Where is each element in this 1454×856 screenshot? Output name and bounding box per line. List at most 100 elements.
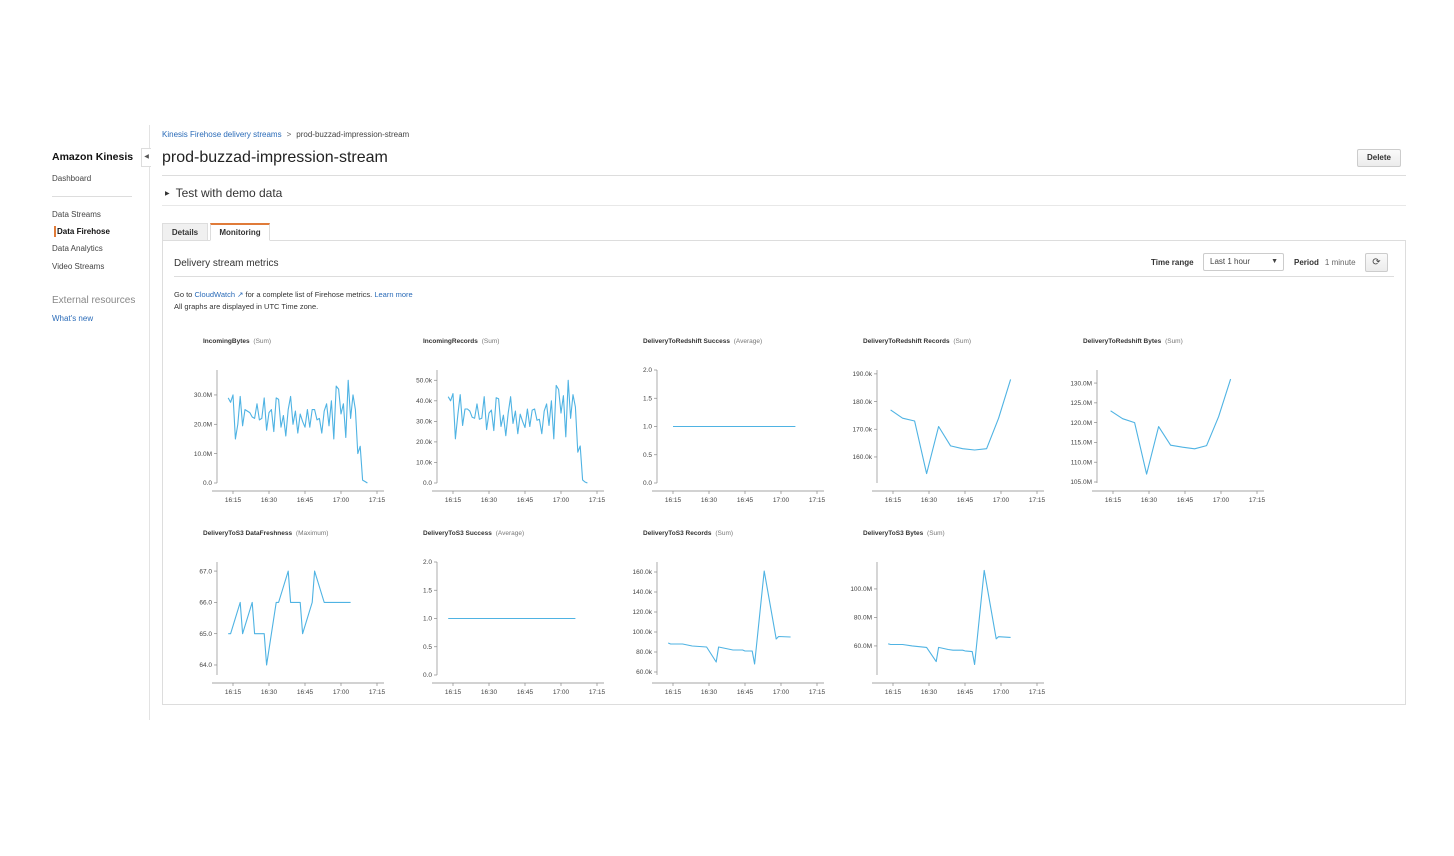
y-tick-label: 0.0 — [423, 480, 432, 487]
y-tick-label: 80.0M — [854, 615, 872, 622]
sidebar-item-video-streams[interactable]: Video Streams — [52, 262, 105, 271]
caret-right-icon: ▶ — [165, 191, 170, 197]
y-tick-label: 100.0M — [850, 586, 872, 593]
y-tick-label: 1.5 — [643, 395, 652, 402]
x-tick-label: 17:00 — [773, 689, 790, 696]
x-tick-label: 16:45 — [297, 689, 314, 696]
time-range-select[interactable]: Last 1 hour ▼ — [1203, 253, 1284, 271]
x-tick-label: 16:15 — [665, 497, 682, 504]
x-tick-label: 16:15 — [445, 497, 462, 504]
x-tick-label: 16:45 — [957, 689, 974, 696]
refresh-icon: ⟳ — [1372, 257, 1381, 268]
x-tick-label: 17:00 — [1213, 497, 1230, 504]
y-tick-label: 10.0M — [194, 451, 212, 458]
chart-stat: (Average) — [494, 530, 524, 537]
utc-note: All graphs are displayed in UTC Time zon… — [174, 302, 319, 311]
period-value: 1 minute — [1324, 258, 1356, 267]
learn-more-link[interactable]: Learn more — [374, 290, 413, 299]
y-tick-label: 180.0k — [852, 399, 872, 406]
x-tick-label: 16:30 — [921, 497, 938, 504]
x-tick-label: 17:00 — [773, 497, 790, 504]
x-tick-label: 16:30 — [1141, 497, 1158, 504]
x-tick-label: 16:15 — [885, 689, 902, 696]
y-tick-label: 1.0 — [643, 424, 652, 431]
sidebar: Amazon Kinesis Dashboard Data Streams Da… — [0, 125, 150, 720]
x-tick-label: 17:15 — [369, 689, 386, 696]
series-line — [888, 569, 1011, 666]
sidebar-item-dashboard[interactable]: Dashboard — [52, 174, 92, 183]
x-tick-label: 16:45 — [737, 497, 754, 504]
whats-new-link[interactable]: What's new — [52, 314, 94, 323]
x-tick-label: 17:15 — [589, 497, 606, 504]
chart-stat: (Sum) — [1163, 338, 1183, 345]
y-tick-label: 65.0 — [199, 631, 212, 638]
x-tick-label: 16:30 — [701, 689, 718, 696]
sidebar-item-data-streams[interactable]: Data Streams — [52, 210, 101, 219]
y-tick-label: 2.0 — [643, 367, 652, 374]
collapse-sidebar-button[interactable]: ◀ — [141, 148, 151, 167]
cloudwatch-link[interactable]: CloudWatch — [194, 290, 236, 299]
metric-chart: DeliveryToRedshift Records (Sum) 160.0k 17… — [852, 338, 1045, 504]
x-tick-label: 16:30 — [261, 689, 278, 696]
goto-text: Go to — [174, 290, 193, 299]
sidebar-item-data-firehose[interactable]: Data Firehose — [54, 226, 110, 237]
metric-chart: DeliveryToS3 DataFreshness (Maximum) 64.0… — [199, 530, 385, 696]
x-tick-label: 16:30 — [701, 497, 718, 504]
metric-chart: IncomingRecords (Sum) 0.0 10.0k 20.0k 30.0k 4… — [416, 338, 605, 504]
chart-metric: DeliveryToS3 Bytes — [863, 530, 924, 537]
external-resources-heading: External resources — [52, 295, 136, 306]
y-tick-label: 190.0k — [852, 371, 872, 378]
x-tick-label: 16:45 — [957, 497, 974, 504]
delete-button[interactable]: Delete — [1357, 149, 1401, 167]
x-tick-label: 16:45 — [517, 689, 534, 696]
chart-title: DeliveryToS3 Records (Sum) — [643, 530, 733, 537]
series-line — [228, 570, 351, 666]
x-tick-label: 16:15 — [665, 689, 682, 696]
chart-title: DeliveryToRedshift Success (Average) — [643, 338, 762, 345]
y-tick-label: 66.0 — [199, 600, 212, 607]
series-line — [227, 379, 368, 484]
chart-stat: (Sum) — [714, 530, 734, 537]
breadcrumb-current: prod-buzzad-impression-stream — [296, 130, 410, 139]
chart-stat: (Sum) — [480, 338, 500, 345]
tab-monitoring[interactable]: Monitoring — [210, 223, 270, 241]
chart-stat: (Sum) — [252, 338, 272, 345]
y-tick-label: 120.0k — [632, 609, 652, 616]
y-tick-label: 40.0k — [416, 398, 433, 405]
x-tick-label: 16:45 — [517, 497, 534, 504]
y-tick-label: 10.0k — [416, 460, 433, 467]
x-tick-label: 16:30 — [921, 689, 938, 696]
sidebar-item-data-analytics[interactable]: Data Analytics — [52, 244, 103, 253]
goto-rest-text: for a complete list of Firehose metrics. — [245, 290, 373, 299]
y-tick-label: 140.0k — [632, 589, 652, 596]
breadcrumb-parent-link[interactable]: Kinesis Firehose delivery streams — [162, 130, 282, 139]
x-tick-label: 17:00 — [333, 497, 350, 504]
tab-details[interactable]: Details — [162, 223, 208, 241]
time-range-value: Last 1 hour — [1210, 257, 1251, 266]
y-tick-label: 130.0M — [1070, 380, 1092, 387]
chart-stat: (Average) — [732, 338, 762, 345]
demo-divider — [162, 205, 1406, 206]
chart-metric: DeliveryToS3 Success — [423, 530, 492, 537]
chart-stat: (Maximum) — [294, 530, 328, 537]
y-tick-label: 20.0k — [416, 439, 433, 446]
x-tick-label: 17:00 — [333, 689, 350, 696]
x-tick-label: 17:15 — [369, 497, 386, 504]
time-range-label: Time range — [1151, 258, 1194, 267]
chart-title: IncomingRecords (Sum) — [423, 338, 499, 345]
x-tick-label: 16:45 — [297, 497, 314, 504]
y-tick-label: 125.0M — [1070, 400, 1092, 407]
refresh-button[interactable]: ⟳ — [1365, 253, 1388, 272]
x-tick-label: 16:15 — [225, 497, 242, 504]
y-tick-label: 170.0k — [852, 426, 872, 433]
metrics-divider — [174, 276, 1394, 277]
y-tick-label: 100.0k — [632, 629, 652, 636]
y-tick-label: 60.0M — [854, 643, 872, 650]
x-tick-label: 16:15 — [1105, 497, 1122, 504]
caret-left-icon: ◀ — [144, 154, 149, 160]
chart-stat: (Sum) — [925, 530, 945, 537]
x-tick-label: 17:15 — [809, 689, 826, 696]
x-tick-label: 16:30 — [481, 497, 498, 504]
test-demo-data-toggle[interactable]: ▶ Test with demo data — [165, 186, 282, 200]
y-tick-label: 1.0 — [423, 616, 432, 623]
